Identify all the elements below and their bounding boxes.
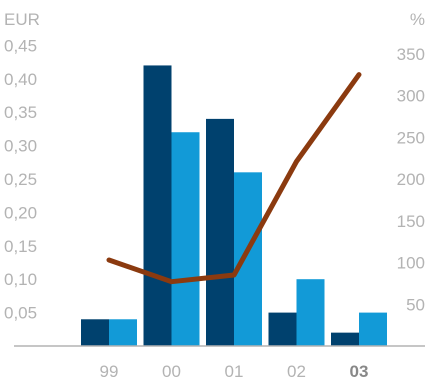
left-tick-label: 0,35 <box>4 103 37 122</box>
left-tick-label: 0,10 <box>4 270 37 289</box>
left-axis-ticks: 0,05 0,10 0,15 0,20 0,25 0,30 0,35 0,40 0,45 <box>4 36 37 322</box>
x-tick-label: 01 <box>225 362 244 380</box>
bar-03-series-1 <box>331 332 359 346</box>
bar-00-series-1 <box>143 65 172 346</box>
right-tick-label: 350 <box>397 45 425 64</box>
bar-01-series-1 <box>206 118 234 346</box>
left-tick-label: 0,20 <box>4 203 37 222</box>
bar-00-series-2 <box>171 132 200 346</box>
bar-01-series-2 <box>234 172 262 346</box>
trend-line-group <box>106 72 362 285</box>
right-tick-label: 300 <box>397 87 425 106</box>
x-axis-ticks: 99 00 01 02 03 <box>100 362 369 380</box>
bar-99-series-1 <box>81 319 109 346</box>
x-tick-label: 03 <box>350 362 369 380</box>
trend-line <box>106 72 362 285</box>
left-axis-unit: EUR <box>4 10 40 29</box>
bar-02-series-2 <box>296 279 325 346</box>
right-axis-unit: % <box>410 10 425 29</box>
left-tick-label: 0,15 <box>4 237 37 256</box>
left-tick-label: 0,25 <box>4 170 37 189</box>
bar-02-series-1 <box>268 312 297 346</box>
right-tick-label: 50 <box>406 295 425 314</box>
right-tick-label: 100 <box>397 254 425 273</box>
bar-03-series-2 <box>359 312 387 346</box>
left-tick-label: 0,05 <box>4 304 37 323</box>
x-tick-label: 02 <box>287 362 306 380</box>
left-tick-label: 0,45 <box>4 36 37 55</box>
left-tick-label: 0,40 <box>4 70 37 89</box>
x-tick-label: 99 <box>100 362 119 380</box>
left-tick-label: 0,30 <box>4 137 37 156</box>
right-tick-label: 250 <box>397 128 425 147</box>
bar-99-series-2 <box>109 319 137 346</box>
right-tick-label: 150 <box>397 212 425 231</box>
right-tick-label: 200 <box>397 170 425 189</box>
right-axis-ticks: 50 100 150 200 250 300 350 <box>397 45 425 315</box>
bars <box>81 65 387 346</box>
x-tick-label: 00 <box>162 362 181 380</box>
